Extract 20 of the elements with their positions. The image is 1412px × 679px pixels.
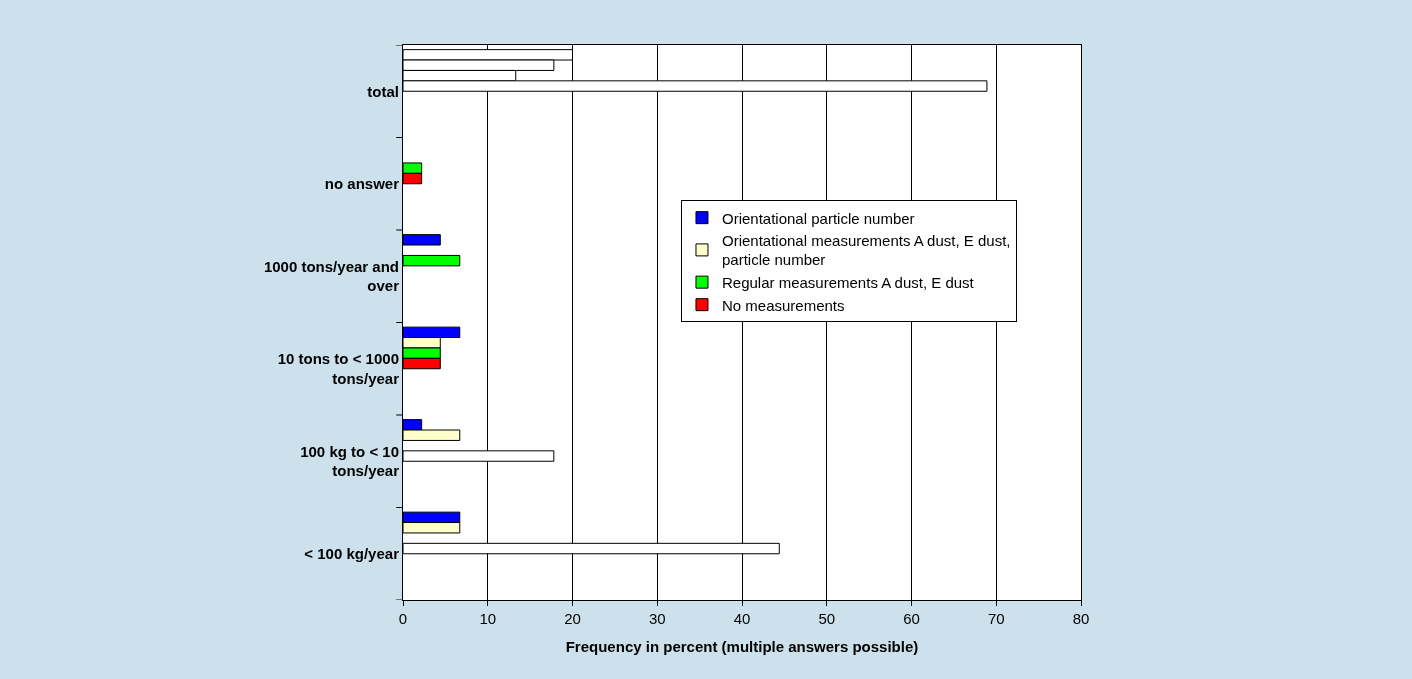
x-tick-label: 50 [818, 610, 836, 627]
y-tick-label: 1000 tons/year and over [263, 257, 400, 295]
legend-label: Orientational particle number [721, 209, 915, 227]
legend-label: Orientational measurements A dust, E dust, particle number [721, 232, 1011, 269]
y-tick-label: 100 kg to < 10 tons/year [300, 442, 400, 480]
y-tick-label: total [367, 82, 399, 100]
y-tick-label: < 100 kg/year [304, 545, 400, 562]
y-tick-label: no answer [324, 175, 400, 192]
x-tick-label: 40 [733, 610, 751, 627]
y-tick-label: 10 tons to < 1000 tons/year [277, 350, 400, 387]
legend-label: Regular measurements A dust, E dust [721, 274, 975, 291]
x-axis-title: Frequency in percent (multiple answers possible) [565, 638, 919, 655]
x-tick-label: 70 [987, 610, 1005, 627]
x-tick-label: 0 [398, 610, 408, 627]
x-tick-label: 30 [648, 610, 666, 627]
legend-label: No measurements [721, 296, 845, 314]
x-tick-label: 60 [903, 610, 920, 627]
x-tick-label: 10 [479, 610, 497, 627]
x-tick-label: 20 [564, 610, 581, 627]
x-tick-label: 80 [1072, 610, 1090, 627]
